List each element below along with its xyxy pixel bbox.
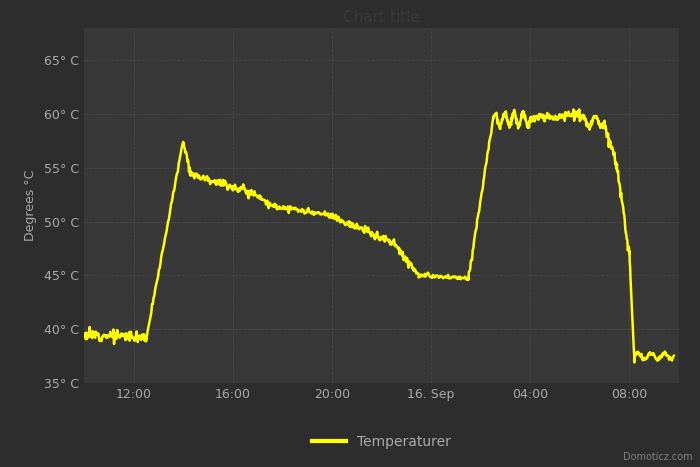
Legend: Temperaturer: Temperaturer (306, 429, 457, 454)
Y-axis label: Degrees °C: Degrees °C (24, 170, 37, 241)
Text: Domoticz.com: Domoticz.com (624, 453, 693, 462)
Title: Chart title: Chart title (343, 10, 420, 26)
